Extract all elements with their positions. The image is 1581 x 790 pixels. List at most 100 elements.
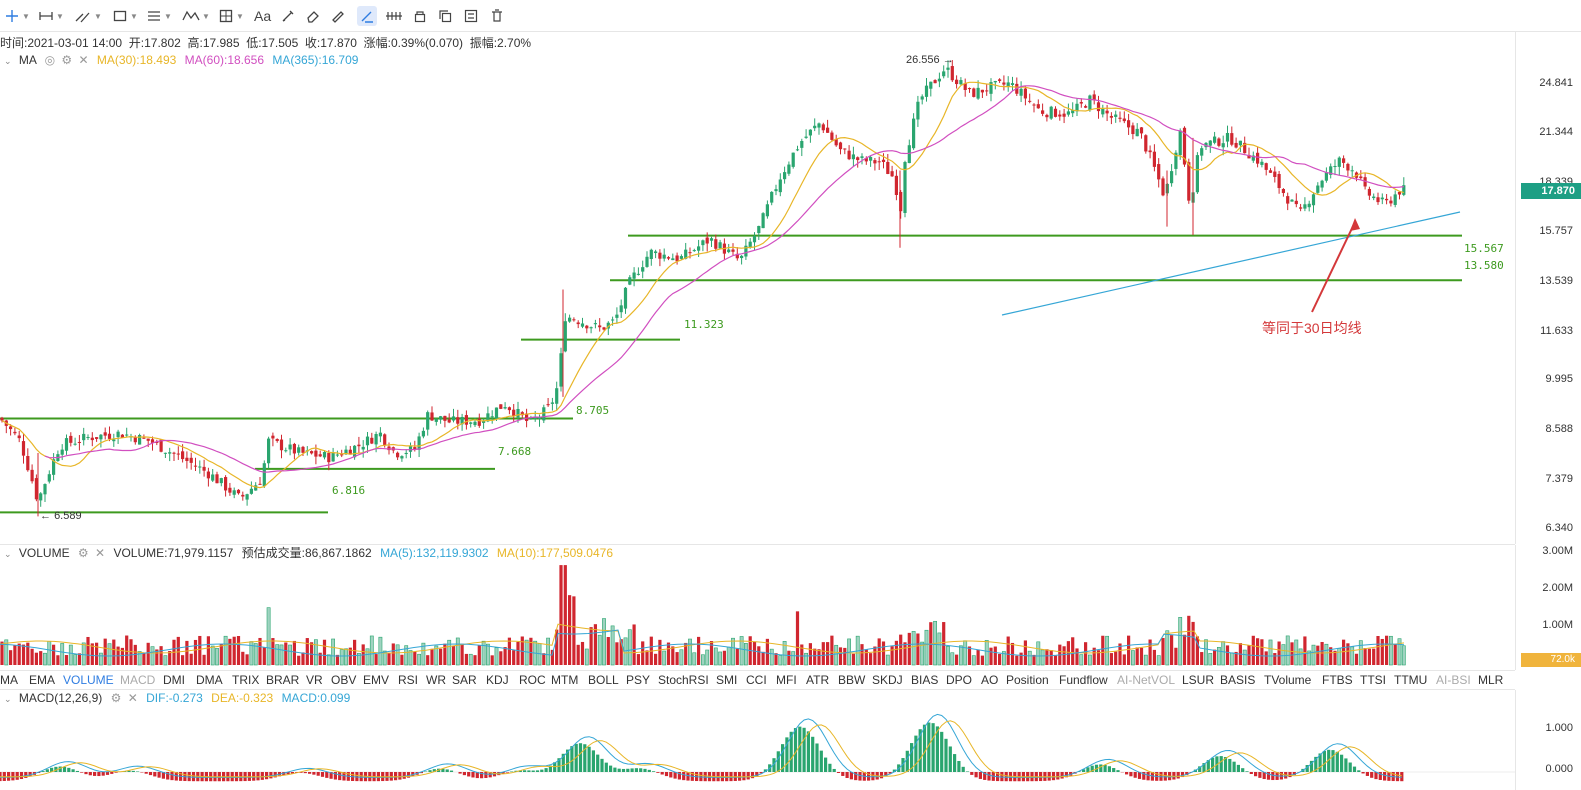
visibility-eye-icon[interactable]: ◎ [44,53,56,67]
crosshair-tool[interactable]: ▼ [4,6,30,26]
collapse-chevron-icon[interactable]: ⌄ [4,694,12,704]
tab-lsur[interactable]: LSUR [1182,673,1215,687]
hide-drawings-tool[interactable] [412,6,428,26]
macd-histogram-bar [97,772,101,777]
volume-bar [369,635,374,666]
chevron-down-icon[interactable]: ▼ [236,11,244,21]
chart-settings-tool[interactable] [463,6,479,26]
fibonacci-tool[interactable]: ▼ [146,6,172,26]
tab-vr[interactable]: VR [306,673,323,687]
tab-mlr[interactable]: MLR [1478,673,1504,687]
lock-drawings-tool[interactable] [385,6,403,26]
candle-body [838,142,843,150]
candle-body [155,441,159,443]
tab-wr[interactable]: WR [426,673,446,687]
tab-macd[interactable]: MACD [120,673,156,687]
candle-body [520,412,524,416]
ruler-tool[interactable] [330,6,346,26]
tab-ai-netvol[interactable]: AI-NetVOL [1117,673,1176,687]
volume-bar [1337,648,1342,666]
tab-skdj[interactable]: SKDJ [872,673,903,687]
tab-bbw[interactable]: BBW [838,673,866,687]
settings-gear-icon[interactable]: ⚙ [77,546,89,560]
trend-line-tool[interactable]: ▼ [74,6,102,26]
delete-drawings-tool[interactable] [489,6,505,26]
macd-axis[interactable]: 1.000 0.000 [1515,690,1581,790]
tab-dma[interactable]: DMA [196,673,223,687]
tab-rsi[interactable]: RSI [398,673,419,687]
pane-divider[interactable] [0,544,1515,545]
tab-roc[interactable]: ROC [519,673,546,687]
brush-tool[interactable] [280,6,296,26]
price-tick: 15.757 [1539,225,1573,237]
candle-body [1010,83,1015,85]
chevron-down-icon[interactable]: ▼ [94,11,102,21]
tab-tvolume[interactable]: TVolume [1264,673,1312,687]
collapse-chevron-icon[interactable]: ⌄ [4,549,12,559]
tab-mtm[interactable]: MTM [551,673,579,687]
candle-body [9,426,13,430]
tab-boll[interactable]: BOLL [588,673,619,687]
chevron-down-icon[interactable]: ▼ [202,11,210,21]
volume-bar [447,639,452,666]
collapse-chevron-icon[interactable]: ⌄ [4,56,12,66]
tab-ai-bsi[interactable]: AI-BSI [1436,673,1471,687]
text-tool-icon[interactable]: Aa [254,8,272,24]
close-icon[interactable]: ✕ [95,546,106,560]
annotation-text[interactable]: 等同于30日均线 [1262,320,1362,336]
volume-bar [146,642,150,665]
tab-kdj[interactable]: KDJ [486,673,509,687]
candlestick-chart[interactable] [0,34,1515,544]
measure-tool[interactable]: ▼ [218,6,244,26]
macd-chart[interactable] [0,690,1515,790]
chevron-down-icon[interactable]: ▼ [56,11,64,21]
tab-sar[interactable]: SAR [452,673,477,687]
chevron-down-icon[interactable]: ▼ [164,11,172,21]
tab-bias[interactable]: BIAS [911,673,939,687]
tab-ftbs[interactable]: FTBS [1322,673,1353,687]
tab-volume[interactable]: VOLUME [63,673,114,687]
wave-pattern-tool[interactable]: ▼ [182,6,210,26]
tab-ma[interactable]: MA [0,673,18,687]
rectangle-tool[interactable]: ▼ [112,6,138,26]
tab-obv[interactable]: OBV [331,673,357,687]
macd-histogram-bar [1378,772,1382,780]
tab-psy[interactable]: PSY [626,673,651,687]
tab-atr[interactable]: ATR [806,673,830,687]
tab-emv[interactable]: EMV [363,673,390,687]
volume-bar [1342,639,1346,665]
tab-ttmu[interactable]: TTMU [1394,673,1428,687]
tab-ema[interactable]: EMA [29,673,56,687]
chevron-down-icon[interactable]: ▼ [130,11,138,21]
volume-chart[interactable] [0,545,1515,669]
tab-basis[interactable]: BASIS [1220,673,1256,687]
volume-bar [834,644,839,666]
macd-histogram-bar [1309,760,1314,772]
copy-tool[interactable] [437,6,453,26]
volume-bar [47,640,52,666]
settings-gear-icon[interactable]: ⚙ [110,691,122,705]
magnet-tool[interactable] [357,6,377,26]
close-icon[interactable]: ✕ [78,53,89,67]
price-axis[interactable]: 24.841 21.344 18.339 15.757 13.539 11.63… [1515,32,1581,544]
eraser-tool[interactable] [305,6,321,26]
tab-dmi[interactable]: DMI [163,673,185,687]
hide-drawings-icon [414,11,426,23]
horizontal-ray-tool[interactable]: ▼ [38,6,64,26]
tab-stochrsi[interactable]: StochRSI [658,673,709,687]
tab-smi[interactable]: SMI [716,673,738,687]
low-value: 17.505 [261,36,299,50]
tab-ttsi[interactable]: TTSI [1360,673,1386,687]
tab-brar[interactable]: BRAR [266,673,300,687]
chevron-down-icon[interactable]: ▼ [22,11,30,21]
settings-gear-icon[interactable]: ⚙ [61,53,73,67]
tab-position[interactable]: Position [1006,673,1049,687]
volume-axis[interactable]: 3.00M 2.00M 1.00M [1515,545,1581,670]
tab-cci[interactable]: CCI [746,673,767,687]
tab-ao[interactable]: AO [981,673,999,687]
close-icon[interactable]: ✕ [127,691,138,705]
tab-dpo[interactable]: DPO [946,673,973,687]
tab-mfi[interactable]: MFI [776,673,797,687]
tab-trix[interactable]: TRIX [232,673,260,687]
tab-fundflow[interactable]: Fundflow [1059,673,1108,687]
